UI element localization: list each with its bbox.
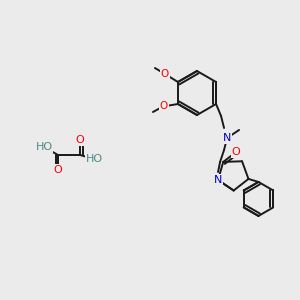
Text: O: O bbox=[160, 101, 168, 111]
Text: HO: HO bbox=[85, 154, 103, 164]
Text: O: O bbox=[161, 69, 169, 79]
Text: O: O bbox=[232, 147, 241, 157]
Text: N: N bbox=[223, 133, 231, 143]
Text: O: O bbox=[76, 135, 84, 145]
Text: HO: HO bbox=[35, 142, 52, 152]
Text: O: O bbox=[54, 165, 62, 175]
Text: N: N bbox=[214, 175, 222, 185]
